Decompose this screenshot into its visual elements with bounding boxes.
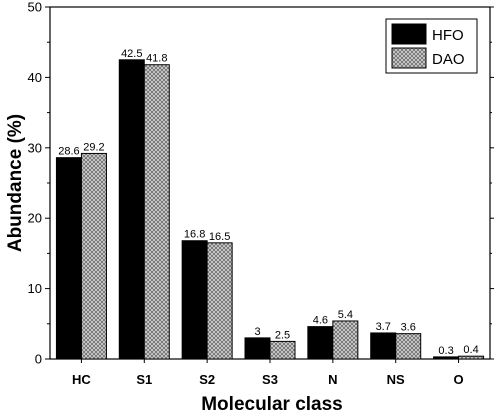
data-label-dao-s1: 41.8 [146, 53, 167, 65]
bar-dao-s1 [143, 64, 170, 360]
x-tick-label-hc: HC [72, 372, 91, 387]
data-label-dao-ns: 3.6 [401, 322, 416, 334]
bar-hfo-hc [55, 157, 82, 360]
data-label-hfo-n: 4.6 [313, 315, 328, 327]
x-tick-label-o: O [454, 372, 464, 387]
data-label-dao-hc: 29.2 [83, 141, 104, 153]
x-tick-label-s1: S1 [136, 372, 152, 387]
bar-hfo-o [433, 356, 460, 360]
y-tick-label: 20 [28, 211, 42, 226]
bar-hfo-s1 [118, 59, 145, 360]
y-tick-label: 0 [35, 352, 42, 367]
data-label-hfo-hc: 28.6 [58, 146, 79, 158]
bar-hfo-ns [370, 332, 397, 360]
y-tick-label: 50 [28, 0, 42, 15]
y-tick-label: 30 [28, 140, 42, 155]
bar-dao-n [332, 320, 359, 360]
x-tick-label-s2: S2 [199, 372, 215, 387]
data-label-hfo-o: 0.3 [438, 345, 453, 357]
data-label-dao-s2: 16.5 [209, 231, 230, 243]
bar-hfo-n [307, 326, 334, 360]
y-tick-label: 40 [28, 70, 42, 85]
data-label-dao-o: 0.4 [463, 344, 478, 356]
data-label-dao-n: 5.4 [338, 309, 353, 321]
data-label-hfo-s2: 16.8 [184, 229, 205, 241]
bar-dao-s2 [206, 242, 233, 360]
legend-label-dao: DAO [432, 51, 465, 68]
data-label-hfo-s3: 3 [254, 326, 260, 338]
legend-swatch-dao [391, 47, 427, 69]
bar-hfo-s3 [244, 337, 271, 360]
bar-dao-hc [80, 152, 107, 360]
y-tick-label: 10 [28, 281, 42, 296]
data-label-hfo-s1: 42.5 [121, 48, 142, 60]
x-tick-label-n: N [328, 372, 337, 387]
data-labels-group: 28.6 29.2 42.5 41.8 16.8 16.5 3 2.5 4.6 5.4 3.7 3.6… [58, 48, 479, 357]
x-tick-label-s3: S3 [262, 372, 278, 387]
legend: HFO DAO [385, 18, 478, 74]
bar-dao-ns [395, 333, 422, 360]
bar-dao-s3 [269, 340, 296, 360]
bar-hfo-s2 [181, 240, 208, 360]
legend-label-hfo: HFO [432, 27, 464, 44]
legend-swatch-hfo [391, 23, 427, 45]
bar-dao-o [458, 355, 485, 360]
data-label-hfo-ns: 3.7 [376, 321, 391, 333]
data-label-dao-s3: 2.5 [275, 329, 290, 341]
x-tick-label-ns: NS [387, 372, 405, 387]
axes-group: 0 10 20 30 40 50 HC S1 S2 S3 N NS O [28, 0, 494, 387]
x-axis-title: Molecular class [201, 394, 343, 415]
y-axis-title: Abundance (%) [5, 114, 26, 252]
bars-group [55, 59, 485, 360]
